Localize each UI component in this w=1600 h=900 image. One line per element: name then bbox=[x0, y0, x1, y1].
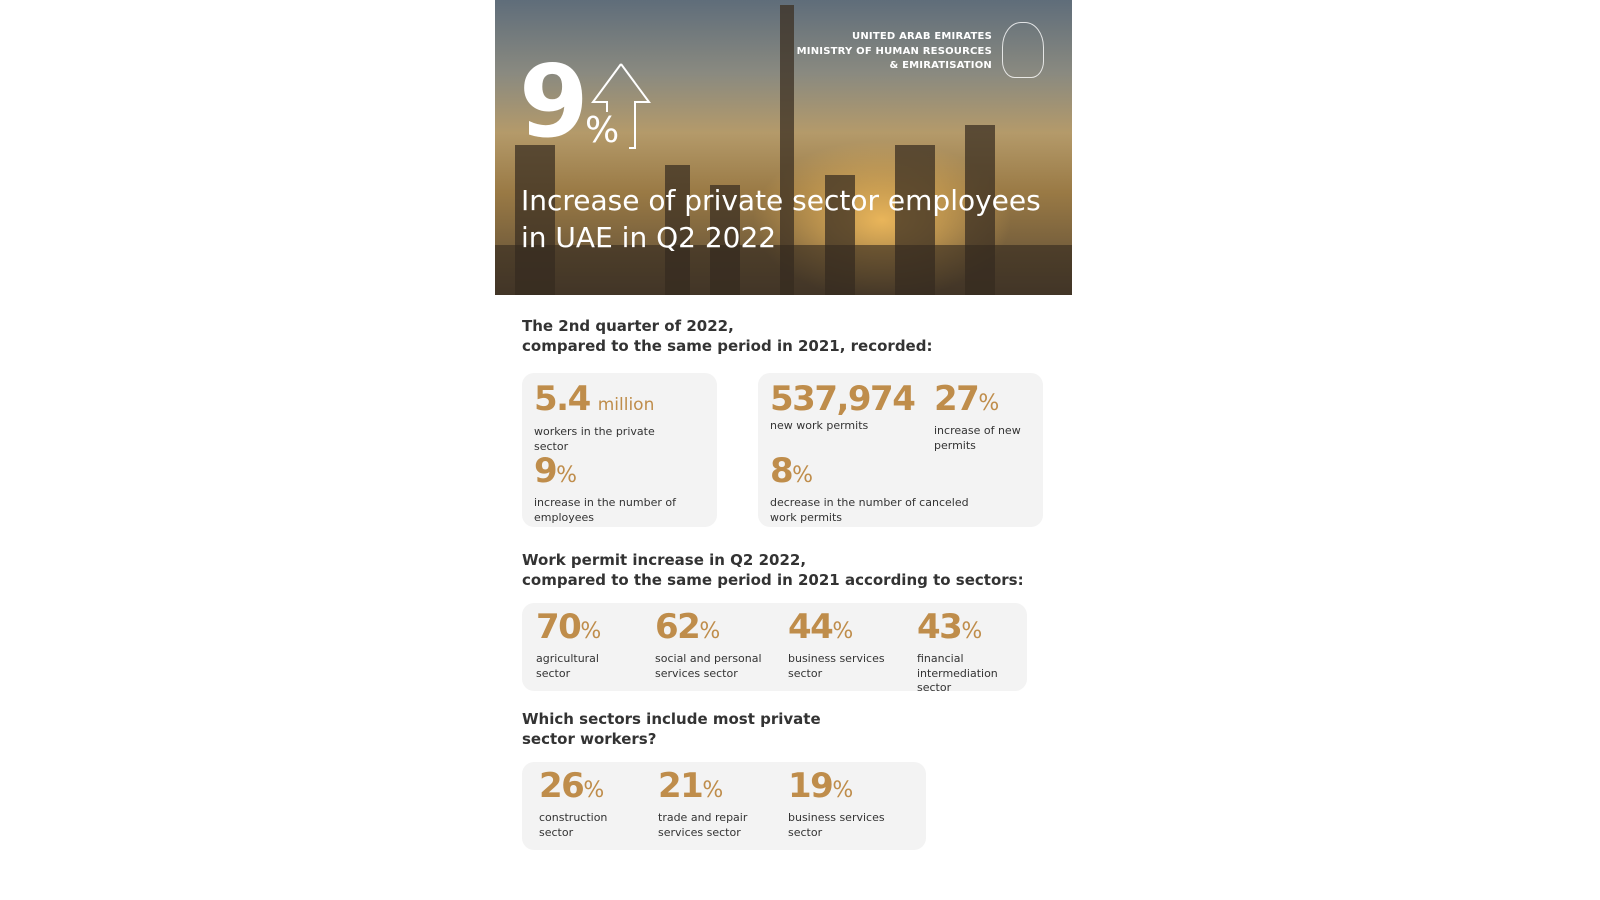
workers-card: 5.4 million workers in the private sector… bbox=[522, 373, 717, 527]
section1-heading: The 2nd quarter of 2022, compared to the … bbox=[522, 316, 932, 356]
headline-value: 9 bbox=[519, 43, 589, 160]
ministry-name: UNITED ARAB EMIRATES MINISTRY OF HUMAN R… bbox=[797, 30, 992, 74]
stat-value: 62 bbox=[655, 607, 701, 647]
heading-line: Which sectors include most private bbox=[522, 710, 821, 728]
stat-unit: % bbox=[580, 619, 602, 644]
stat: 62% social and personal services sector bbox=[655, 609, 775, 681]
stat-label: business services sector bbox=[788, 652, 885, 680]
stat-label: business services sector bbox=[788, 811, 885, 839]
section3-heading: Which sectors include most private sector… bbox=[522, 709, 821, 749]
stat-value: 21 bbox=[658, 766, 704, 806]
stat: 5.4 million workers in the private sector bbox=[534, 381, 704, 454]
ministry-line: MINISTRY OF HUMAN RESOURCES bbox=[796, 45, 992, 57]
stat: 44% business services sector bbox=[788, 609, 898, 681]
stat-value: 537,974 bbox=[770, 379, 916, 419]
stat: 8% decrease in the number of canceled wo… bbox=[770, 453, 990, 525]
stat-label: new work permits bbox=[770, 419, 869, 432]
stat-label: agricultural sector bbox=[536, 652, 599, 680]
stat: 27% increase of new permits bbox=[934, 381, 1034, 453]
sector-share-card: 26% construction sector 21% trade and repa… bbox=[522, 762, 926, 850]
stat-label: social and personal services sector bbox=[655, 652, 762, 680]
heading-line: The 2nd quarter of 2022, bbox=[522, 317, 734, 335]
heading-line: sector workers? bbox=[522, 730, 657, 748]
hero-title: Increase of private sector employees in … bbox=[521, 184, 1041, 254]
stat-label: trade and repair services sector bbox=[658, 811, 748, 839]
burj-khalifa-image bbox=[780, 5, 794, 295]
stat-unit: % bbox=[832, 778, 854, 803]
stat-unit: % bbox=[556, 463, 578, 488]
stat: 70% agricultural sector bbox=[536, 609, 641, 681]
stat-label: decrease in the number of canceled work … bbox=[770, 496, 969, 524]
stat-label: financial intermediation sector bbox=[917, 652, 998, 694]
stat-value: 9 bbox=[534, 451, 558, 491]
stat: 26% construction sector bbox=[539, 768, 629, 840]
stat-value: 19 bbox=[788, 766, 834, 806]
ministry-line: UNITED ARAB EMIRATES bbox=[852, 31, 992, 42]
heading-line: compared to the same period in 2021 acco… bbox=[522, 571, 1024, 589]
permits-card: 537,974 new work permits 27% increase of… bbox=[758, 373, 1043, 527]
stat-value: 70 bbox=[536, 607, 582, 647]
uae-emblem-icon bbox=[1002, 22, 1044, 78]
ministry-line: & EMIRATISATION bbox=[889, 60, 992, 71]
stat: 9% increase in the number of employees bbox=[534, 453, 704, 525]
headline-unit: % bbox=[585, 110, 620, 151]
stat-value: 43 bbox=[917, 607, 963, 647]
city-base bbox=[495, 245, 1072, 295]
stat-unit: % bbox=[702, 778, 724, 803]
stat-value: 26 bbox=[539, 766, 585, 806]
stat-value: 5.4 bbox=[534, 379, 591, 419]
stat-unit: % bbox=[583, 778, 605, 803]
stat-label: increase in the number of employees bbox=[534, 496, 676, 524]
stat-unit: % bbox=[961, 619, 983, 644]
stat-value: 8 bbox=[770, 451, 794, 491]
stat-value: 27 bbox=[934, 379, 980, 419]
section2-heading: Work permit increase in Q2 2022, compared… bbox=[522, 550, 1024, 590]
stat-unit: % bbox=[832, 619, 854, 644]
stat-unit: % bbox=[792, 463, 814, 488]
stat: 43% financial intermediation sector bbox=[917, 609, 1017, 696]
hero-banner: UNITED ARAB EMIRATES MINISTRY OF HUMAN R… bbox=[495, 0, 1072, 295]
stat-label: construction sector bbox=[539, 811, 608, 839]
stat: 537,974 new work permits bbox=[770, 381, 920, 434]
stat-label: workers in the private sector bbox=[534, 425, 655, 453]
arrow-up-icon bbox=[591, 63, 651, 149]
stat-unit: % bbox=[978, 391, 1000, 416]
stat-label: increase of new permits bbox=[934, 424, 1021, 452]
infographic: UNITED ARAB EMIRATES MINISTRY OF HUMAN R… bbox=[495, 0, 1072, 900]
stat-value: 44 bbox=[788, 607, 834, 647]
stat: 19% business services sector bbox=[788, 768, 898, 840]
stat: 21% trade and repair services sector bbox=[658, 768, 768, 840]
heading-line: compared to the same period in 2021, rec… bbox=[522, 337, 933, 355]
heading-line: Work permit increase in Q2 2022, bbox=[522, 551, 807, 569]
stat-unit: % bbox=[699, 619, 721, 644]
stat-unit: million bbox=[597, 395, 655, 415]
sector-growth-card: 70% agricultural sector 62% social and per… bbox=[522, 603, 1027, 694]
